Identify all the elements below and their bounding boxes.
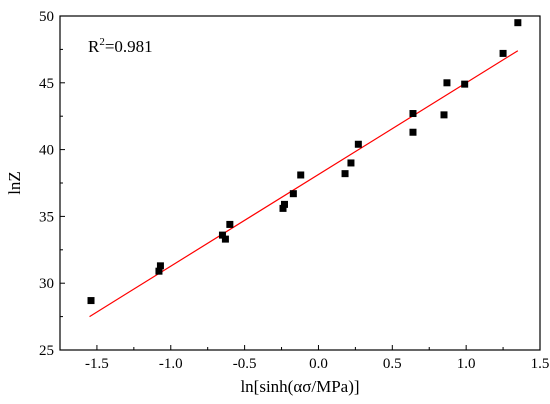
data-point xyxy=(440,111,448,119)
x-tick-label: -1.0 xyxy=(159,356,183,372)
x-tick-label: -1.5 xyxy=(85,356,109,372)
data-point xyxy=(218,231,226,239)
x-tick-label: 1.0 xyxy=(457,356,476,372)
r-squared-value: =0.981 xyxy=(105,37,153,56)
y-tick-label: 30 xyxy=(39,276,54,292)
data-point xyxy=(347,159,355,167)
y-axis-title: lnZ xyxy=(5,171,24,195)
data-point xyxy=(499,49,507,57)
r-squared-superscript: 2 xyxy=(99,36,105,48)
x-tick-label: 1.5 xyxy=(531,356,550,372)
data-point xyxy=(297,171,305,179)
r-squared-annotation: R2=0.981 xyxy=(88,36,153,56)
plot-frame xyxy=(59,15,541,351)
data-points-layer xyxy=(87,19,522,305)
y-tick-label: 40 xyxy=(39,143,54,159)
fit-line xyxy=(89,50,519,318)
data-point xyxy=(156,262,164,270)
data-point xyxy=(514,19,522,27)
data-point xyxy=(155,267,163,275)
data-point xyxy=(280,200,288,208)
y-tick-label: 35 xyxy=(39,209,54,225)
data-point xyxy=(341,170,349,178)
data-point xyxy=(289,190,297,198)
x-axis-title: ln[sinh(ασ/MPa)] xyxy=(240,377,359,396)
data-point xyxy=(409,128,417,136)
x-tick-label: 0.0 xyxy=(309,356,328,372)
data-point xyxy=(461,80,469,88)
y-tick-label: 45 xyxy=(39,76,54,92)
x-tick-label: -0.5 xyxy=(233,356,257,372)
fit-line-layer xyxy=(89,50,519,318)
x-tick-label: 0.5 xyxy=(383,356,402,372)
data-point xyxy=(354,140,362,148)
data-point xyxy=(221,235,229,243)
y-tick-label: 25 xyxy=(39,343,54,359)
r-squared-base: R xyxy=(88,37,100,56)
data-point xyxy=(87,297,95,305)
axis-ticks: -1.5 -1.0 -0.5 0.0 0.5 1.0 1.5 25 30 35 40 45 50 xyxy=(39,9,549,372)
data-point xyxy=(279,204,287,212)
y-tick-label: 50 xyxy=(39,9,54,25)
data-point xyxy=(443,79,451,87)
data-point xyxy=(409,110,417,118)
data-point xyxy=(226,220,234,228)
